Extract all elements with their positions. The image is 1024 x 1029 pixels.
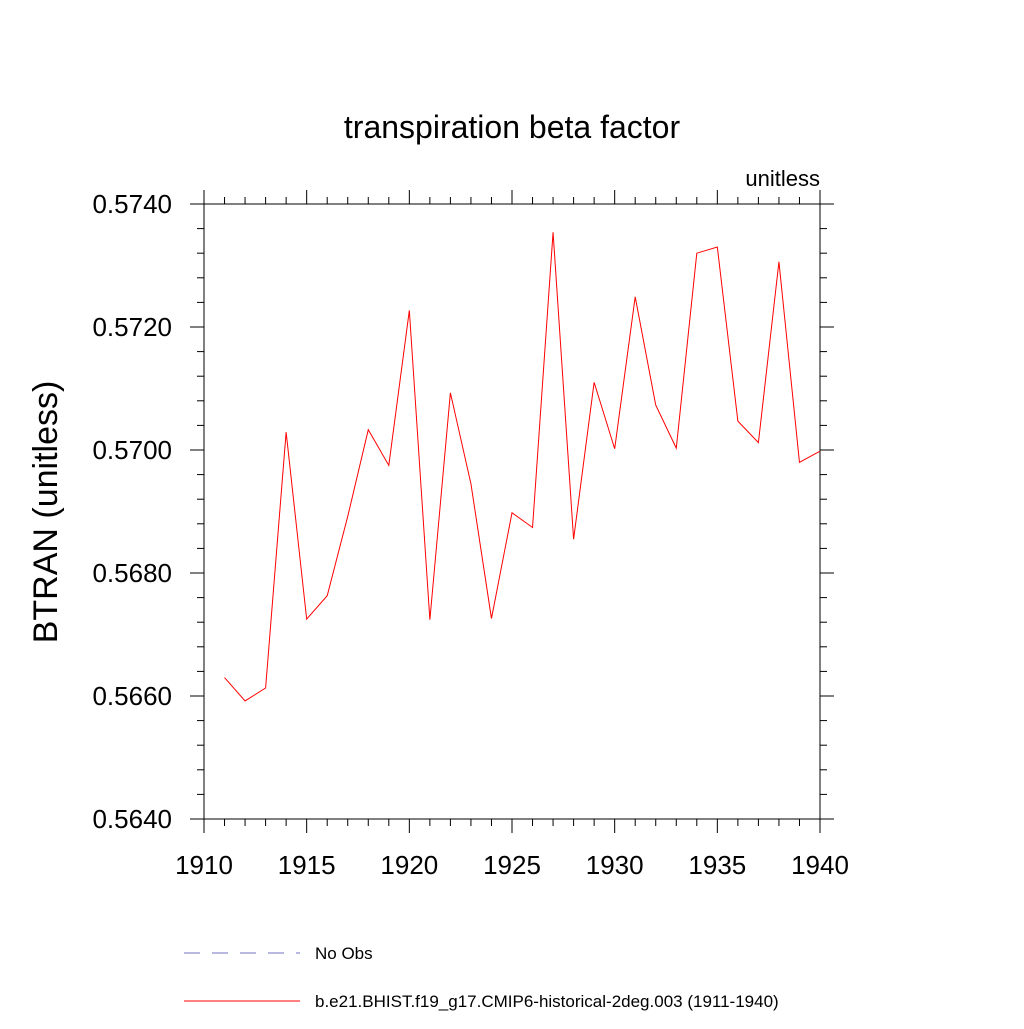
y-tick-label: 0.5660 [92,681,172,711]
axis-tick-labels: 1910 1915 1920 1925 1930 1935 1940 0.5640 0.5660… [92,189,848,880]
y-axis-label: BTRAN (unitless) [27,381,65,644]
legend-label-1: b.e21.BHIST.f19_g17.CMIP6-historical-2de… [315,992,779,1011]
y-tick-label: 0.5700 [92,435,172,465]
units-label: unitless [745,166,820,191]
axis-ticks [190,190,834,833]
legend-label-0: No Obs [315,944,373,963]
y-tick-label: 0.5640 [92,804,172,834]
x-tick-label: 1940 [791,850,849,880]
x-tick-label: 1930 [586,850,644,880]
plot-frame [203,203,821,820]
x-tick-label: 1920 [380,850,438,880]
x-tick-label: 1925 [483,850,541,880]
chart-title: transpiration beta factor [344,109,681,145]
y-tick-label: 0.5720 [92,312,172,342]
series-layer [224,232,821,702]
y-tick-label: 0.5740 [92,189,172,219]
y-tick-label: 0.5680 [92,558,172,588]
series-line-1 [224,232,821,702]
x-tick-label: 1915 [278,850,336,880]
x-tick-label: 1910 [175,850,233,880]
x-tick-label: 1935 [688,850,746,880]
legend: No Obs b.e21.BHIST.f19_g17.CMIP6-historic… [184,944,779,1011]
